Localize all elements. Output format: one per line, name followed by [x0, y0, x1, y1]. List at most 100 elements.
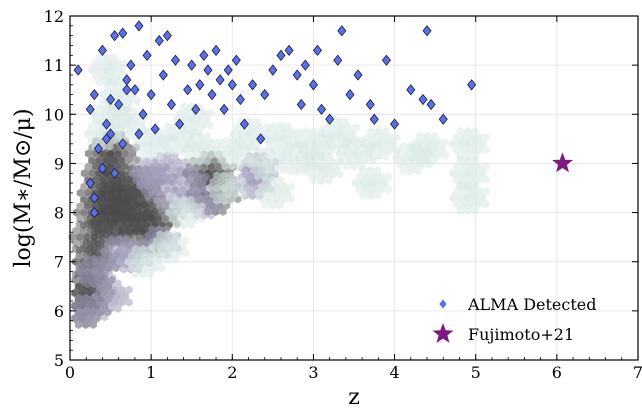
density-hexbin	[83, 267, 91, 276]
density-hexbin	[98, 254, 106, 264]
density-hexbin	[84, 201, 92, 210]
density-hexbin	[136, 219, 144, 228]
density-hexbin	[262, 134, 270, 144]
density-hexbin	[221, 136, 229, 146]
density-hexbin	[407, 166, 415, 176]
density-hexbin	[91, 162, 100, 172]
density-hexbin	[104, 214, 112, 224]
density-hexbin	[140, 172, 148, 181]
density-hexbin	[179, 134, 187, 144]
density-hexbin	[121, 162, 129, 172]
density-hexbin	[75, 306, 83, 316]
density-hexbin	[198, 202, 206, 211]
density-hexbin	[464, 206, 472, 215]
density-hexbin	[399, 166, 408, 176]
density-hexbin	[103, 298, 111, 307]
density-hexbin	[377, 172, 385, 181]
density-hexbin	[84, 129, 92, 139]
density-hexbin	[163, 242, 171, 252]
density-hexbin	[83, 202, 91, 211]
density-hexbin	[173, 185, 181, 194]
density-hexbin	[213, 171, 221, 180]
density-hexbin	[423, 144, 431, 153]
density-hexbin	[95, 285, 104, 294]
density-hexbin	[288, 128, 296, 137]
density-hexbin	[195, 172, 203, 181]
density-hexbin	[117, 285, 126, 294]
density-hexbin	[160, 249, 168, 258]
density-hexbin	[100, 313, 109, 322]
density-hexbin	[182, 249, 190, 258]
density-hexbin	[143, 145, 152, 155]
density-hexbin	[363, 133, 371, 142]
density-hexbin	[280, 182, 288, 191]
density-hexbin	[232, 155, 240, 165]
density-hexbin	[112, 252, 120, 261]
density-hexbin	[100, 247, 108, 257]
density-hexbin	[131, 196, 139, 205]
density-hexbin	[385, 133, 393, 142]
density-hexbin	[137, 119, 146, 129]
density-hexbin	[128, 169, 136, 178]
density-hexbin	[80, 195, 88, 204]
alma-detected-point	[438, 113, 448, 125]
density-hexbin	[78, 300, 87, 309]
density-hexbin	[168, 141, 176, 150]
y-tick-label: 11	[44, 56, 64, 75]
density-hexbin	[456, 206, 464, 215]
alma-detected-point	[110, 30, 120, 42]
density-hexbin	[309, 139, 318, 148]
density-hexbin	[325, 176, 333, 186]
density-hexbin	[319, 129, 327, 139]
density-hexbin	[80, 182, 88, 191]
density-hexbin	[119, 252, 128, 261]
density-hexbin	[357, 149, 365, 158]
density-hexbin	[151, 133, 159, 142]
density-hexbin	[414, 166, 422, 176]
density-hexbin	[99, 110, 107, 119]
alma-detected-point	[162, 30, 172, 42]
x-tick-label: 6	[552, 363, 562, 382]
density-hexbin	[317, 151, 326, 160]
x-tick-label: 0	[65, 363, 75, 382]
density-hexbin	[174, 236, 182, 245]
alma-detected-point	[276, 49, 286, 61]
density-hexbin	[456, 169, 464, 178]
density-hexbin	[180, 195, 188, 205]
density-hexbin	[334, 129, 342, 139]
density-hexbin	[95, 65, 103, 75]
density-hexbin	[106, 72, 114, 81]
density-hexbin	[149, 164, 157, 173]
density-hexbin	[164, 147, 172, 156]
density-hexbin	[87, 273, 95, 282]
density-hexbin	[306, 170, 315, 179]
density-hexbin	[430, 144, 438, 153]
density-hexbin	[90, 254, 98, 264]
density-hexbin	[230, 129, 238, 139]
density-hexbin	[151, 145, 159, 155]
alma-detected-point	[333, 54, 343, 66]
density-hexbin	[135, 263, 143, 273]
density-hexbin	[151, 207, 159, 216]
density-hexbin	[269, 188, 277, 198]
density-hexbin	[156, 255, 164, 264]
density-hexbin	[109, 183, 117, 193]
density-hexbin	[198, 214, 206, 224]
density-hexbin	[482, 145, 490, 155]
density-hexbin	[471, 169, 479, 178]
density-hexbin	[172, 195, 180, 205]
density-hexbin	[173, 172, 181, 181]
density-hexbin	[471, 152, 479, 161]
density-hexbin	[231, 190, 239, 199]
density-hexbin	[132, 270, 140, 279]
density-hexbin	[272, 165, 280, 174]
density-hexbin	[341, 117, 349, 126]
density-hexbin	[72, 226, 80, 235]
density-hexbin	[140, 237, 149, 247]
density-hexbin	[144, 231, 152, 240]
density-hexbin	[99, 175, 107, 184]
density-hexbin	[238, 177, 247, 186]
density-hexbin	[123, 107, 131, 116]
density-hexbin	[202, 115, 211, 124]
density-hexbin	[92, 162, 100, 171]
